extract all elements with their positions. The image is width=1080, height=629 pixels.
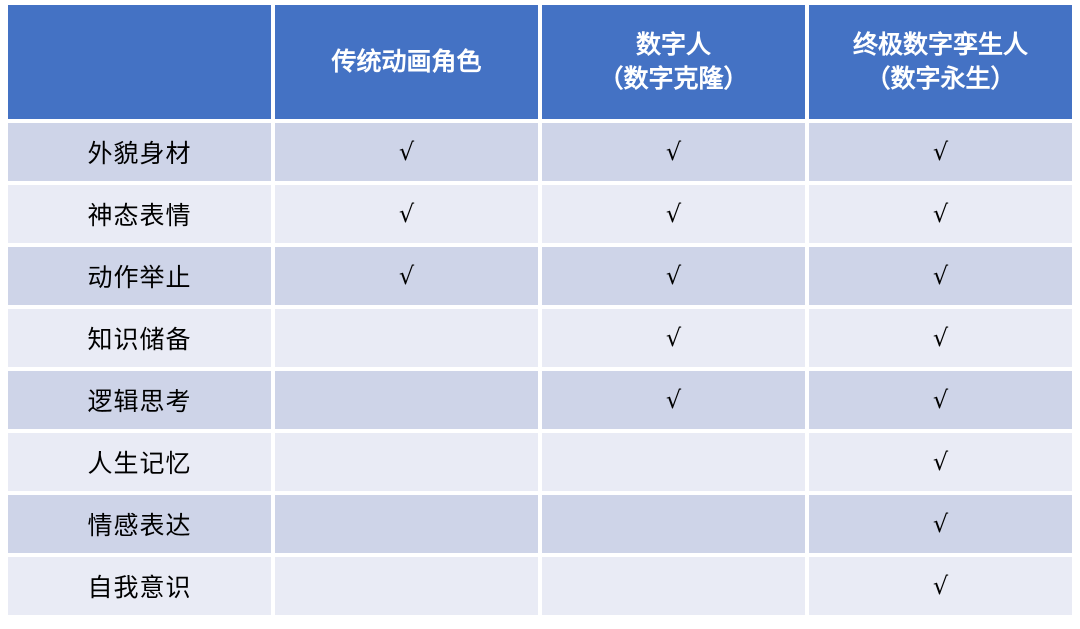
table-row: 外貌身材 √ √ √	[8, 123, 1072, 181]
check-cell	[275, 309, 538, 367]
check-cell: √	[809, 309, 1072, 367]
header-row: 传统动画角色 数字人 （数字克隆） 终极数字孪生人 （数字永生）	[8, 5, 1072, 119]
check-cell: √	[809, 123, 1072, 181]
check-cell	[542, 495, 805, 553]
table-row: 知识储备 √ √	[8, 309, 1072, 367]
check-cell: √	[809, 247, 1072, 305]
row-label-emotion: 情感表达	[8, 495, 271, 553]
table-row: 神态表情 √ √ √	[8, 185, 1072, 243]
check-cell: √	[542, 371, 805, 429]
check-cell	[542, 433, 805, 491]
check-cell: √	[542, 185, 805, 243]
check-cell: √	[542, 309, 805, 367]
check-cell: √	[275, 185, 538, 243]
row-label-expression: 神态表情	[8, 185, 271, 243]
check-cell: √	[275, 123, 538, 181]
table-row: 情感表达 √	[8, 495, 1072, 553]
column-header-feature	[8, 5, 271, 119]
check-cell	[275, 557, 538, 615]
table-row: 动作举止 √ √ √	[8, 247, 1072, 305]
row-label-memory: 人生记忆	[8, 433, 271, 491]
column-header-ultimate-digital-twin: 终极数字孪生人 （数字永生）	[809, 5, 1072, 119]
table-row: 自我意识 √	[8, 557, 1072, 615]
table-row: 人生记忆 √	[8, 433, 1072, 491]
check-cell: √	[809, 185, 1072, 243]
check-cell: √	[809, 557, 1072, 615]
check-cell: √	[809, 371, 1072, 429]
check-cell: √	[542, 247, 805, 305]
check-cell: √	[275, 247, 538, 305]
row-label-logic: 逻辑思考	[8, 371, 271, 429]
check-cell: √	[809, 433, 1072, 491]
check-cell	[275, 371, 538, 429]
row-label-movement: 动作举止	[8, 247, 271, 305]
check-cell: √	[542, 123, 805, 181]
comparison-table: 传统动画角色 数字人 （数字克隆） 终极数字孪生人 （数字永生） 外貌身材 √ …	[4, 1, 1076, 619]
column-header-traditional-animation: 传统动画角色	[275, 5, 538, 119]
check-cell	[542, 557, 805, 615]
table-row: 逻辑思考 √ √	[8, 371, 1072, 429]
check-cell	[275, 433, 538, 491]
row-label-self-awareness: 自我意识	[8, 557, 271, 615]
check-cell: √	[809, 495, 1072, 553]
column-header-digital-human: 数字人 （数字克隆）	[542, 5, 805, 119]
row-label-knowledge: 知识储备	[8, 309, 271, 367]
check-cell	[275, 495, 538, 553]
row-label-appearance: 外貌身材	[8, 123, 271, 181]
